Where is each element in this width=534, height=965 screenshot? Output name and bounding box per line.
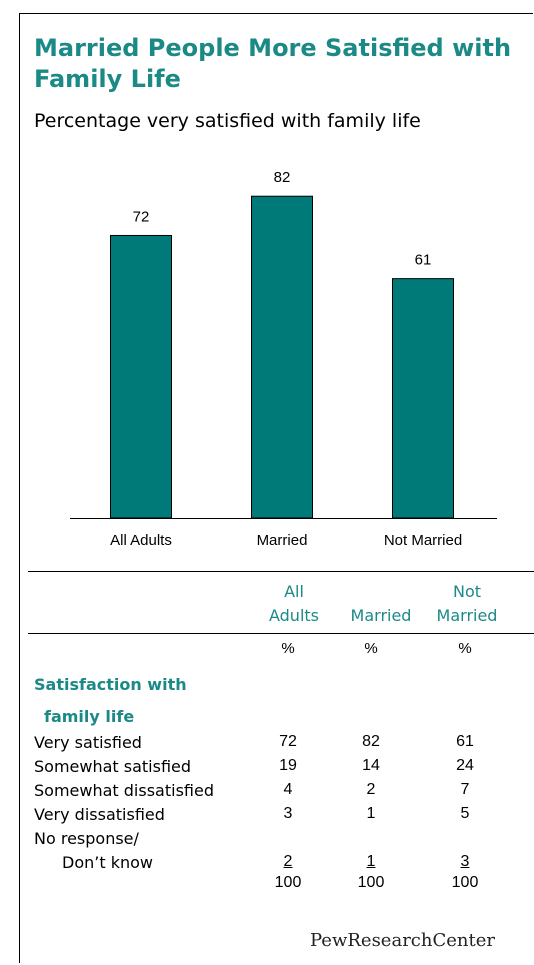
cell-somewhat-dissatisfied-married: 2	[366, 781, 376, 798]
col-header-not-married-line2: Married	[436, 606, 498, 625]
total-married: 100	[357, 874, 385, 891]
category-label-not-married: Not Married	[384, 532, 462, 549]
cell-somewhat-dissatisfied-all: 4	[283, 781, 293, 798]
cell-very-satisfied-all: 72	[279, 733, 297, 750]
section-title-line2: family life	[44, 707, 135, 726]
row-label-dont-know: Don’t know	[62, 853, 153, 872]
col-header-all-adults-line1: All	[284, 582, 304, 601]
cell-no-response-married: 1	[366, 853, 376, 870]
pew-research-center-logo: PewResearchCenter	[310, 930, 495, 951]
cell-very-dissatisfied-not-married: 5	[460, 805, 470, 822]
category-label-all-adults: All Adults	[110, 532, 172, 549]
col-header-all-adults-line2: Adults	[268, 606, 319, 625]
total-not-married: 100	[451, 874, 479, 891]
row-label-somewhat-satisfied: Somewhat satisfied	[34, 757, 192, 776]
col-header-married: Married	[336, 580, 426, 628]
cell-very-satisfied-married: 82	[362, 733, 380, 750]
data-label-not-married: 61	[415, 252, 432, 269]
row-label-very-dissatisfied: Very dissatisfied	[34, 805, 165, 824]
cell-very-dissatisfied-married: 1	[366, 805, 376, 822]
row-label-somewhat-dissatisfied: Somewhat dissatisfied	[34, 781, 214, 800]
unit-married: %	[364, 640, 378, 657]
row-label-no-response: No response/	[34, 829, 139, 848]
unit-all-adults: %	[281, 640, 295, 657]
cell-no-response-not-married: 3	[460, 853, 470, 870]
bar-not-married	[392, 278, 454, 519]
row-label-very-satisfied: Very satisfied	[34, 733, 142, 752]
total-all-adults: 100	[274, 874, 302, 891]
unit-not-married: %	[458, 640, 472, 657]
col-header-married-line1	[336, 580, 426, 604]
chart-subtitle: Percentage very satisfied with family li…	[34, 110, 421, 132]
col-header-all-adults: All Adults	[254, 580, 334, 628]
page-title: Married People More Satisfied with Famil…	[34, 34, 512, 93]
cell-somewhat-dissatisfied-not-married: 7	[460, 781, 470, 798]
col-header-not-married-line1: Not	[452, 582, 482, 601]
bar-married	[251, 195, 313, 519]
cell-somewhat-satisfied-married: 14	[362, 757, 380, 774]
col-header-not-married: Not Married	[422, 580, 512, 628]
category-label-married: Married	[257, 532, 308, 549]
data-label-married: 82	[274, 169, 291, 186]
bar-chart: 72 All Adults 82 Married 61 Not Married	[70, 169, 497, 549]
cell-very-dissatisfied-all: 3	[283, 805, 293, 822]
section-title-line1: Satisfaction with	[34, 675, 187, 694]
bar-all-adults	[110, 234, 172, 519]
col-header-married-line2: Married	[350, 606, 412, 625]
chart-frame	[19, 13, 533, 963]
cell-very-satisfied-not-married: 61	[456, 733, 474, 750]
brand-part1: PewResearch	[310, 930, 433, 951]
table-top-rule	[28, 571, 534, 572]
data-label-all-adults: 72	[133, 208, 150, 225]
cell-somewhat-satisfied-all: 19	[279, 757, 297, 774]
brand-part2: Center	[432, 930, 495, 951]
cell-somewhat-satisfied-not-married: 24	[456, 757, 474, 774]
cell-no-response-all: 2	[283, 853, 293, 870]
header-bottom-rule	[28, 633, 534, 634]
